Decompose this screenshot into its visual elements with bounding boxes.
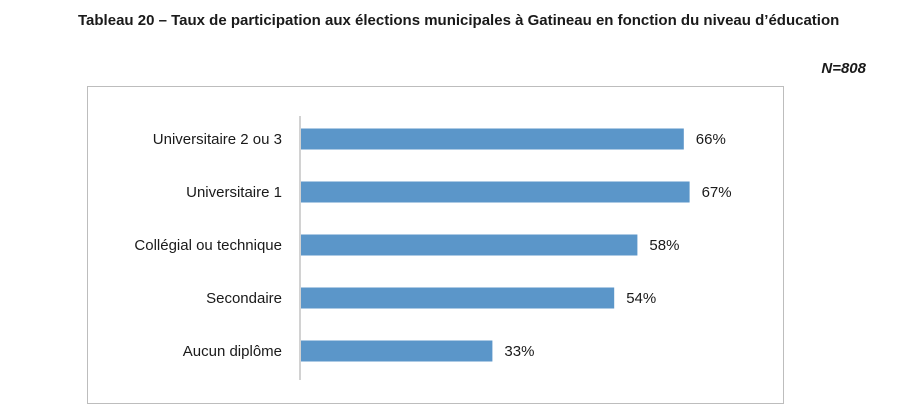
chart-frame [87,86,784,404]
data-label: 33% [504,343,534,360]
bar-3 [301,287,615,309]
category-label: Aucun diplôme [183,343,282,360]
data-label: 66% [696,131,726,148]
category-label: Universitaire 2 ou 3 [153,131,282,148]
bar-chart: Universitaire 2 ou 3 66% Universitaire 1 67… [134,116,732,380]
data-label: 67% [702,184,732,201]
category-label: Secondaire [206,290,282,307]
data-label: 54% [626,290,656,307]
bar-1 [301,181,690,203]
category-label: Universitaire 1 [186,184,282,201]
data-label: 58% [649,237,679,254]
sample-size-note: N=808 [821,60,866,77]
bar-2 [301,234,638,256]
bar-0 [301,128,684,150]
chart-title: Tableau 20 – Taux de participation aux é… [78,12,840,29]
bar-4 [301,340,493,362]
category-label: Collégial ou technique [134,237,282,254]
